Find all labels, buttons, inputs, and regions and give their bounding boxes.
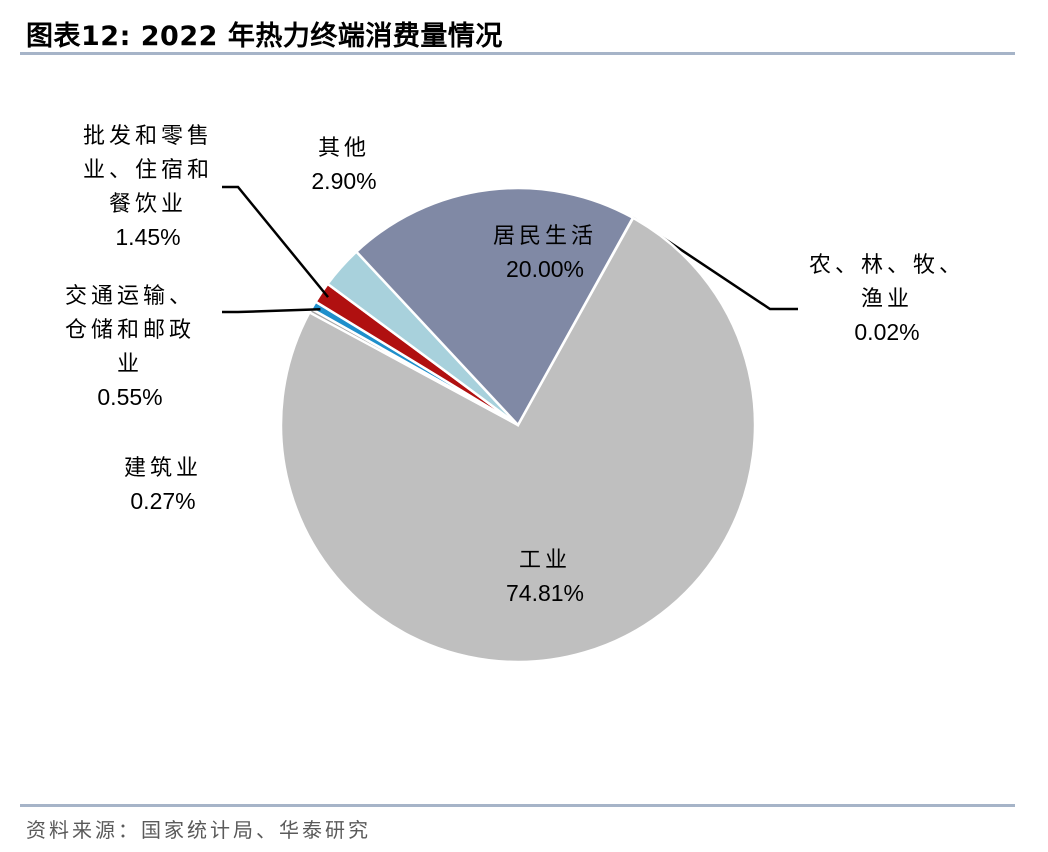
slice-percent: 74.81% xyxy=(506,580,584,606)
leader-line-agriculture xyxy=(632,216,798,311)
slice-name: 餐饮业 xyxy=(109,192,187,217)
slice-name: 工业 xyxy=(519,548,571,573)
leader-line-wholesale xyxy=(222,185,330,298)
slice-name: 仓储和邮政 xyxy=(65,318,195,343)
slice-percent: 0.55% xyxy=(97,384,162,410)
slice-name: 批发和零售 xyxy=(83,124,213,149)
slice-percent: 1.45% xyxy=(115,224,180,250)
slice-name: 业 xyxy=(117,352,143,377)
data-label-agriculture: 农、林、牧、渔业 0.02% xyxy=(809,253,965,345)
slice-name: 交通运输、 xyxy=(65,284,195,309)
data-label-residential: 居民生活 20.00% xyxy=(493,224,597,282)
slice-name: 业、住宿和 xyxy=(83,158,213,183)
chart-title: 图表12: 2022 年热力终端消费量情况 xyxy=(26,21,503,52)
data-label-industry: 工业 74.81% xyxy=(506,548,584,606)
data-label-other: 其他 2.90% xyxy=(311,136,376,194)
source-note: 资料来源：国家统计局、华泰研究 xyxy=(26,818,371,842)
slice-percent: 20.00% xyxy=(506,256,584,282)
slice-name: 建筑业 xyxy=(124,456,202,481)
slice-percent: 0.02% xyxy=(854,319,919,345)
slice-name: 居民生活 xyxy=(493,224,597,249)
pie-slice-industry xyxy=(279,216,757,664)
footer-divider xyxy=(20,804,1015,807)
data-label-construction: 建筑业 0.27% xyxy=(124,456,202,514)
leader-line-transport xyxy=(222,308,321,314)
slice-name: 农、林、牧、 xyxy=(809,253,965,278)
slice-name: 渔业 xyxy=(861,287,913,312)
title-divider xyxy=(20,52,1015,55)
slice-percent: 0.27% xyxy=(130,488,195,514)
pie-slice-residential xyxy=(354,186,635,428)
slice-percent: 2.90% xyxy=(311,168,376,194)
slice-name: 其他 xyxy=(318,136,370,161)
